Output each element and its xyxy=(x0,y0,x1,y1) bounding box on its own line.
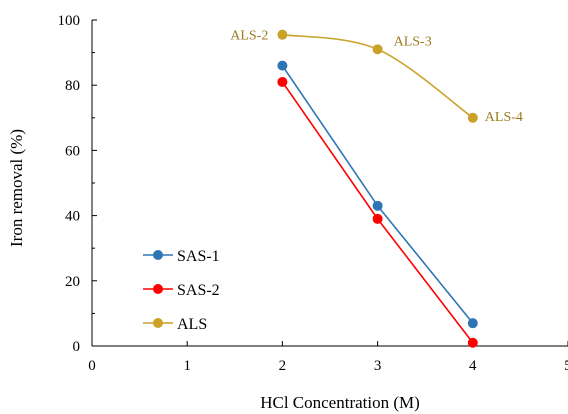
legend-marker xyxy=(153,318,163,328)
data-point-als xyxy=(467,112,478,123)
x-tick-label: 2 xyxy=(279,358,287,374)
y-tick-label: 40 xyxy=(65,209,80,225)
x-tick-label: 5 xyxy=(564,358,568,374)
y-tick-label: 20 xyxy=(65,274,80,290)
data-point-sas-1 xyxy=(277,60,288,71)
x-tick-label: 4 xyxy=(469,358,477,374)
data-point-sas-1 xyxy=(372,200,383,211)
legend-label: ALS xyxy=(177,316,207,333)
data-point-sas-1 xyxy=(467,318,478,329)
y-tick-label: 60 xyxy=(65,143,80,159)
y-tick-label: 0 xyxy=(73,339,81,355)
annotation-als-2: ALS-2 xyxy=(230,29,268,44)
data-point-als xyxy=(372,44,383,55)
legend-marker xyxy=(153,284,163,294)
legend-label: SAS-2 xyxy=(177,282,220,299)
legend-marker xyxy=(153,250,163,260)
data-point-sas-2 xyxy=(467,337,478,348)
data-point-sas-2 xyxy=(372,213,383,224)
annotation-layer: ALS-2 ALS-3 ALS-4 xyxy=(230,29,523,125)
legend-label: SAS-1 xyxy=(177,248,220,265)
data-point-sas-2 xyxy=(277,76,288,87)
series-layer xyxy=(277,29,478,348)
data-point-als xyxy=(277,29,288,40)
legend: SAS-1 SAS-2 ALS xyxy=(143,248,220,333)
y-axis-title: Iron removal (%) xyxy=(7,129,26,247)
x-tick-label: 1 xyxy=(183,358,191,374)
y-tick-label: 100 xyxy=(58,13,81,29)
annotation-als-4: ALS-4 xyxy=(485,110,523,125)
x-axis-title: HCl Concentration (M) xyxy=(260,393,420,412)
series-line-sas-1 xyxy=(281,65,474,324)
axes: 0 20 40 60 80 100 0 1 2 3 4 5 xyxy=(58,13,568,374)
x-tick-label: 3 xyxy=(374,358,382,374)
x-tick-label: 0 xyxy=(88,358,96,374)
y-tick-label: 80 xyxy=(65,78,80,94)
annotation-als-3: ALS-3 xyxy=(394,34,432,49)
series-line-sas-2 xyxy=(281,81,474,344)
